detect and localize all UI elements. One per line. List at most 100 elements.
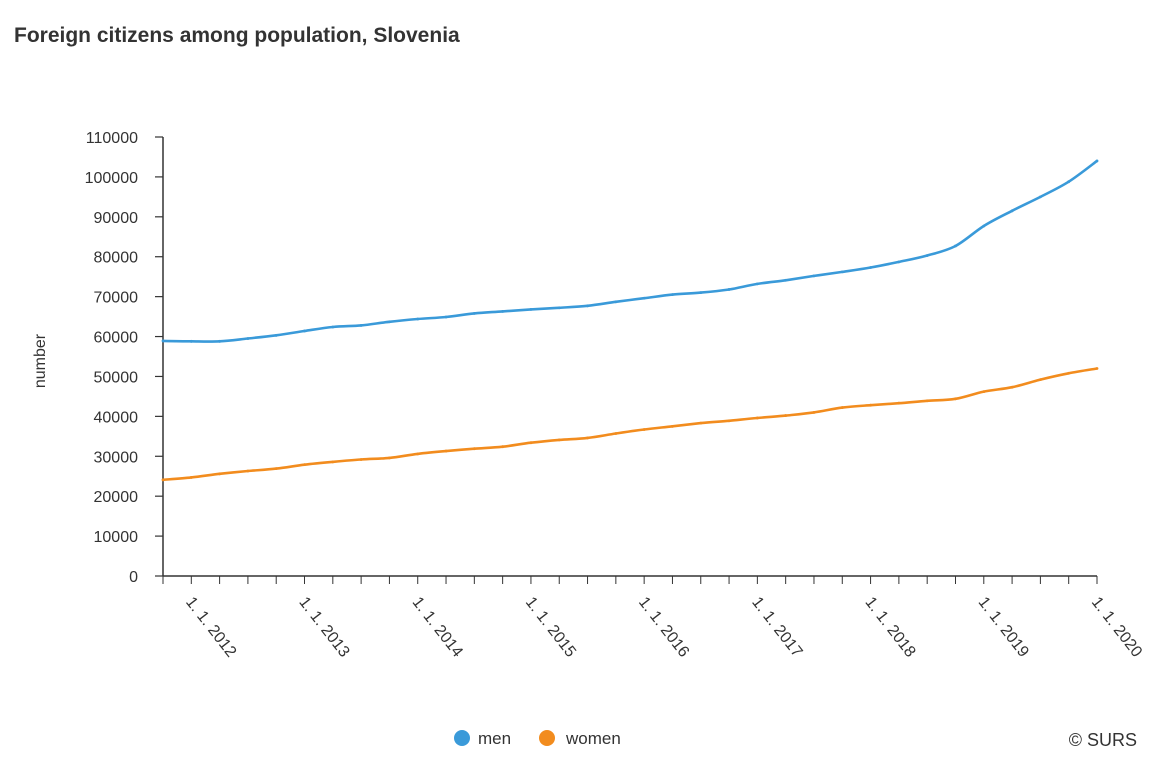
- data-point-women: [699, 421, 703, 425]
- y-tick-label: 50000: [94, 369, 139, 386]
- data-point-men: [812, 274, 816, 278]
- data-point-women: [303, 463, 306, 467]
- data-point-women: [869, 403, 872, 407]
- data-point-men: [444, 315, 448, 319]
- data-point-women: [557, 438, 561, 442]
- y-tick-label: 70000: [94, 290, 139, 307]
- data-point-women: [727, 419, 731, 423]
- data-point-men: [359, 323, 363, 327]
- x-tick-label: 1. 1. 2020: [1088, 594, 1145, 661]
- data-point-men: [416, 317, 420, 321]
- y-axis-title: number: [32, 333, 49, 388]
- data-point-women: [925, 399, 929, 403]
- x-tick-label: 1. 1. 2018: [861, 594, 918, 661]
- data-point-women: [161, 478, 165, 482]
- data-point-women: [444, 449, 448, 453]
- data-point-women: [274, 467, 278, 471]
- data-point-women: [642, 428, 646, 431]
- data-point-women: [614, 432, 618, 435]
- legend-marker-women: [539, 730, 555, 746]
- data-point-men: [472, 311, 476, 315]
- data-point-women: [331, 460, 335, 464]
- data-point-women: [529, 441, 533, 445]
- y-tick-label: 60000: [94, 330, 139, 347]
- data-point-women: [359, 458, 363, 461]
- legend-label-men: men: [478, 729, 511, 748]
- x-tick-label: 1. 1. 2016: [635, 594, 692, 661]
- data-point-men: [501, 310, 505, 313]
- data-point-women: [1010, 385, 1014, 389]
- data-point-men: [246, 337, 250, 340]
- y-axis: 0 10000 20000 30000 40000 50000 60000 70000 8000…: [85, 130, 164, 586]
- data-point-men: [755, 282, 759, 286]
- data-point-women: [954, 397, 957, 401]
- data-point-men: [161, 339, 165, 343]
- data-point-women: [982, 390, 986, 394]
- data-point-women: [755, 416, 759, 420]
- data-point-women: [1067, 371, 1071, 375]
- y-tick-label: 0: [129, 569, 138, 586]
- data-point-women: [472, 447, 476, 451]
- data-point-women: [1038, 378, 1042, 382]
- data-point-men: [1010, 209, 1014, 213]
- legend-label-women: women: [565, 729, 621, 748]
- data-point-men: [1095, 159, 1099, 163]
- data-point-men: [189, 339, 193, 343]
- data-point-men: [1038, 195, 1042, 199]
- x-tick-label: 1. 1. 2013: [295, 594, 352, 661]
- data-point-men: [218, 339, 222, 343]
- data-point-women: [784, 414, 788, 417]
- data-point-women: [246, 469, 250, 473]
- data-point-men: [529, 308, 533, 311]
- data-point-women: [586, 436, 589, 440]
- data-point-men: [388, 320, 391, 324]
- data-point-men: [303, 329, 306, 333]
- y-tick-label: 100000: [85, 170, 138, 187]
- data-point-men: [586, 304, 589, 308]
- data-point-women: [671, 424, 674, 428]
- data-point-women: [189, 476, 193, 479]
- y-tick-label: 20000: [94, 489, 139, 506]
- data-point-women: [1095, 367, 1099, 370]
- series-line-men: [162, 159, 1098, 343]
- data-point-men: [869, 266, 872, 269]
- data-point-men: [671, 293, 674, 297]
- data-point-women: [416, 452, 420, 456]
- series-layer: [161, 159, 1099, 482]
- data-point-men: [557, 306, 561, 310]
- y-tick-label: 40000: [94, 409, 139, 426]
- data-point-men: [897, 260, 901, 264]
- legend: men women: [454, 729, 621, 748]
- data-point-men: [784, 278, 788, 282]
- data-point-men: [1067, 180, 1071, 184]
- data-point-women: [218, 472, 222, 476]
- y-tick-label: 10000: [94, 529, 139, 546]
- data-point-men: [727, 288, 731, 291]
- chart-title: Foreign citizens among population, Slove…: [14, 24, 460, 47]
- y-tick-label: 110000: [86, 130, 138, 147]
- y-tick-label: 80000: [94, 250, 139, 267]
- data-point-men: [274, 333, 278, 337]
- data-point-men: [614, 300, 618, 304]
- data-point-women: [812, 410, 816, 414]
- data-point-men: [982, 224, 986, 228]
- data-point-men: [331, 325, 335, 329]
- x-tick-label: 1. 1. 2012: [182, 594, 239, 661]
- data-point-men: [954, 244, 957, 248]
- data-point-men: [925, 254, 929, 257]
- data-point-women: [388, 456, 391, 460]
- x-axis: 1. 1. 2012 1. 1. 2013 1. 1. 2014 1. 1. 2015…: [162, 575, 1145, 661]
- data-point-men: [642, 296, 646, 300]
- legend-marker-men: [454, 730, 470, 746]
- data-point-women: [501, 445, 505, 449]
- y-tick-label: 30000: [94, 449, 139, 466]
- data-point-men: [840, 270, 844, 274]
- x-tick-label: 1. 1. 2019: [975, 594, 1032, 661]
- data-point-women: [840, 406, 844, 409]
- y-tick-label: 90000: [94, 210, 139, 227]
- credit-text: © SURS: [1069, 730, 1137, 750]
- x-tick-label: 1. 1. 2015: [522, 594, 579, 661]
- x-tick-label: 1. 1. 2017: [748, 594, 805, 661]
- data-point-men: [699, 291, 703, 295]
